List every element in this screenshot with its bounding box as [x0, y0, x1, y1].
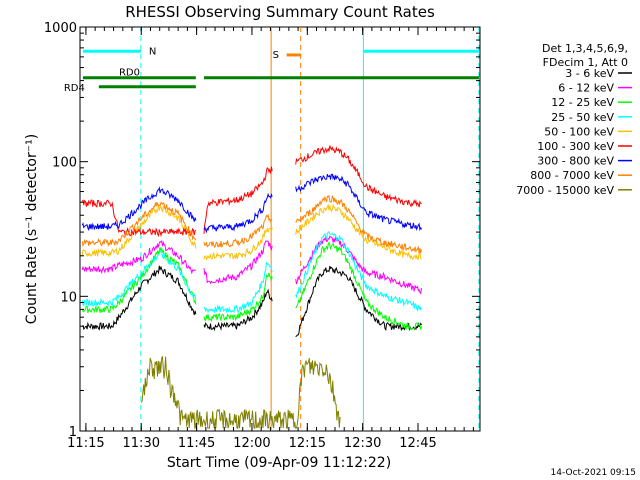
- legend-entry-label: 6 - 12 keV: [558, 82, 614, 95]
- y-tick-label: 10: [60, 290, 77, 305]
- flags-group: N S RD0 RD4: [64, 46, 479, 94]
- series-line-8: [81, 201, 197, 248]
- series-line-1: [203, 288, 273, 332]
- series-line-4: [295, 231, 422, 312]
- series-line-7: [81, 185, 197, 232]
- y-tick-label: 1: [69, 425, 77, 440]
- series-line-6: [203, 166, 273, 234]
- series-line-3: [203, 272, 273, 323]
- legend-entry-label: 3 - 6 keV: [565, 67, 614, 80]
- y-tick-label: 100: [52, 156, 77, 171]
- x-tick-label: 11:15: [67, 436, 104, 451]
- x-tick-label: 11:45: [178, 436, 215, 451]
- series-line-3: [295, 240, 422, 331]
- legend-entry-label: 50 - 100 keV: [544, 125, 614, 138]
- x-tick-label: 12:15: [289, 436, 326, 451]
- series-line-9: [140, 356, 341, 430]
- series-line-1: [81, 265, 197, 331]
- y-axis-label: Count Rate (s⁻¹ detector⁻¹): [24, 134, 40, 324]
- legend-entry-label: 12 - 25 keV: [551, 96, 614, 109]
- flag-label-N: N: [149, 46, 156, 57]
- legend-entry-label: 300 - 800 keV: [537, 155, 614, 168]
- series-line-2: [203, 240, 273, 285]
- x-tick-label: 11:30: [123, 436, 160, 451]
- series-line-6: [295, 145, 422, 208]
- x-tick-label: 12:00: [233, 436, 270, 451]
- legend-header-line: Det 1,3,4,5,6,9,: [542, 42, 628, 55]
- legend-header-line: FDecim 1, Att 0: [543, 56, 628, 69]
- series-line-4: [203, 261, 273, 314]
- x-axis-label: Start Time (09-Apr-09 11:12:22): [167, 455, 391, 471]
- series-line-6: [81, 199, 197, 238]
- x-tick-label: 12:45: [399, 436, 436, 451]
- y-tick-label: 1000: [44, 21, 77, 36]
- axes-group: 11:15 11:30 11:45 12:00 12:15 12:30 12:45 1 10 10…: [44, 21, 480, 451]
- legend-entry-label: 800 - 7000 keV: [530, 169, 614, 182]
- series-line-2: [81, 239, 196, 275]
- flag-label-RD4: RD4: [64, 83, 85, 94]
- legend-entry-label: 7000 - 15000 keV: [516, 184, 614, 197]
- series-group: [81, 145, 422, 430]
- flag-label-RD0: RD0: [119, 68, 140, 79]
- date-stamp: 14-Oct-2021 09:15: [551, 468, 636, 478]
- flag-label-S: S: [273, 50, 279, 61]
- series-line-5: [203, 227, 273, 261]
- series-line-4: [81, 250, 197, 308]
- series-line-5: [295, 203, 422, 260]
- legend: Det 1,3,4,5,6,9,FDecim 1, Att 03 - 6 keV…: [516, 42, 632, 197]
- x-tick-label: 12:30: [344, 436, 381, 451]
- series-line-7: [203, 192, 273, 234]
- series-line-1: [295, 265, 422, 338]
- legend-entry-label: 25 - 50 keV: [551, 111, 614, 124]
- series-line-8: [295, 194, 422, 254]
- legend-entry-label: 100 - 300 keV: [537, 140, 614, 153]
- chart-title: RHESSI Observing Summary Count Rates: [125, 3, 435, 21]
- series-line-8: [203, 213, 273, 249]
- series-line-7: [295, 173, 422, 232]
- series-line-5: [81, 204, 197, 258]
